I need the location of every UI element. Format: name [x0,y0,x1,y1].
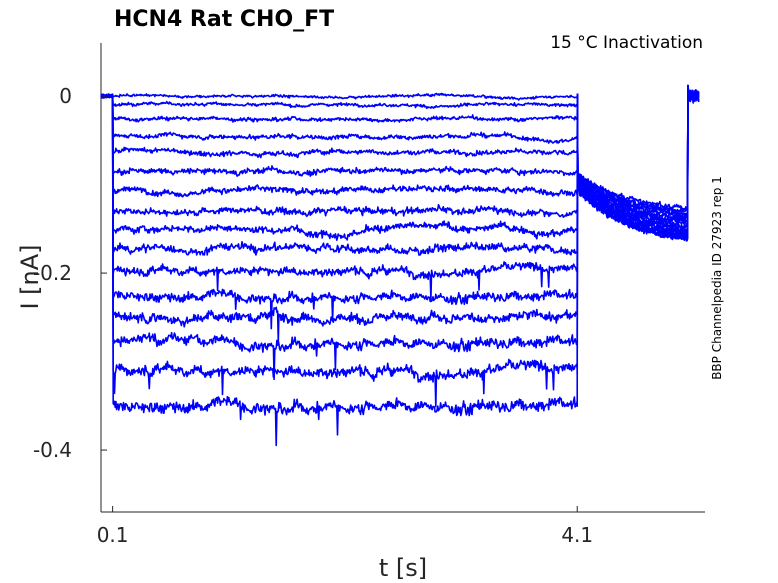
chart-title: HCN4 Rat CHO_FT [114,7,334,32]
x-axis-label: t [s] [379,554,427,582]
current-trace-16 [100,84,700,447]
x-tick-label: 4.1 [561,523,593,547]
current-trace-10 [100,84,700,256]
current-trace-8 [100,84,700,231]
channelpedia-id-label: BBP Channelpedia ID 27923 rep 1 [710,176,724,380]
y-axis-label: I [nA] [16,244,44,309]
current-trace-13 [100,84,700,343]
condition-annotation: 15 °C Inactivation [550,33,703,53]
y-tick-label: -0.2 [33,261,72,285]
current-trace-15 [100,84,700,408]
traces-group [100,84,700,447]
current-trace-6 [100,84,700,224]
axes [100,43,705,513]
y-tick-label: -0.4 [33,438,72,462]
y-tick-label: 0 [59,84,72,108]
x-ticks-group: 0.1 4.1 [97,506,593,547]
y-ticks-group: 0 -0.2 -0.4 [33,84,107,462]
x-tick-label: 0.1 [97,523,129,547]
